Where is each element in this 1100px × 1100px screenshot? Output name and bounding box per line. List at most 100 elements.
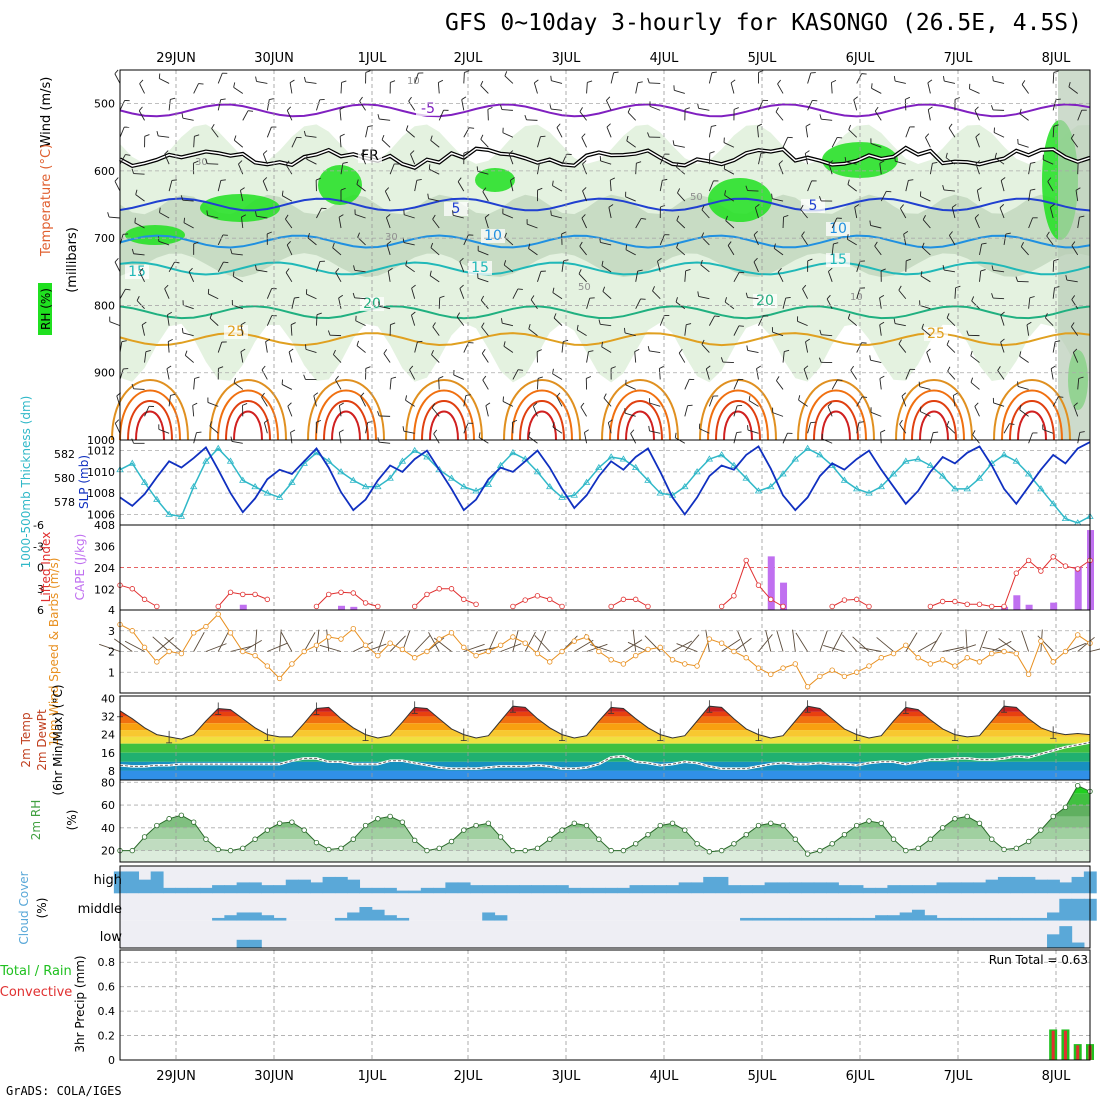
cloud-row-label: middle [78, 902, 122, 917]
cloud-bar [899, 885, 913, 894]
cloud-bar [764, 917, 778, 921]
cloud-bar [629, 885, 643, 894]
wind-barb-flag [335, 268, 340, 273]
thickness-marker [779, 470, 787, 477]
wind-barb-flag [261, 365, 266, 371]
cloud-bar [1022, 876, 1036, 894]
wind-barb-flag [1068, 81, 1071, 88]
wind-barb-flag [313, 392, 319, 397]
wind-barb [408, 100, 416, 111]
rh-axis-label: RH (%) [39, 288, 53, 330]
cape-tick-label: 306 [94, 540, 115, 553]
wind-barb-10m [217, 631, 229, 652]
wind-barb [777, 271, 784, 283]
wind-barb [879, 163, 882, 175]
wind-barb-flag [561, 231, 567, 235]
wind-barb [993, 132, 1005, 138]
wind-barb-flag [338, 294, 344, 299]
wind-barb [114, 73, 121, 84]
cloud-bar [1071, 876, 1085, 894]
wind-barb [335, 272, 342, 283]
wind-barb [430, 247, 440, 256]
isotherm-label-bg [826, 253, 850, 267]
wind-barb-flag [194, 134, 200, 137]
wind-barb-flag [608, 204, 614, 208]
wind-barb-flag [360, 392, 365, 397]
wind-barb-flag [114, 69, 119, 75]
wind-barb [1046, 235, 1054, 246]
wind-barb-flag [586, 376, 592, 379]
wind-barb [340, 82, 343, 94]
slp-tick-label: 1010 [87, 466, 115, 479]
isotherm-loop [135, 410, 165, 441]
thickness-marker [546, 482, 554, 490]
rh2m-marker [461, 827, 467, 833]
wind-barb [874, 245, 882, 256]
wind-barb [533, 82, 538, 94]
wind-barb [974, 406, 980, 417]
wind-barb-flag [510, 177, 515, 181]
wind-barb-flag [131, 248, 135, 254]
wind-barb [193, 378, 196, 390]
wind-barb [580, 406, 587, 417]
wind-barb-flag [676, 215, 680, 221]
cloud-bar [826, 882, 839, 894]
wind-barb-flag [192, 402, 198, 406]
wind-barb-flag [652, 286, 655, 292]
wind-speed-marker [129, 628, 135, 634]
wind-barb-flag [771, 193, 773, 199]
wind-barb-10m [672, 640, 693, 652]
wind-barb [1019, 355, 1029, 363]
wind-barb-flag [265, 338, 271, 343]
lifted-index-marker [608, 603, 614, 610]
cloud-bar [469, 885, 483, 894]
thickness-marker [1012, 457, 1021, 464]
rh-contour-label: 10 [850, 292, 863, 303]
precip-frame [119, 949, 1091, 1061]
wind-barb-flag [853, 96, 859, 101]
pressure-tick-label: 800 [94, 299, 115, 312]
wind-barb-flag [647, 132, 650, 138]
wind-barb [831, 137, 838, 148]
wind-barb-10m [113, 638, 133, 652]
rh2m-marker [952, 816, 958, 822]
wind-barb [233, 275, 244, 283]
wind-barb-flag [332, 242, 335, 248]
wind-barb-flag [974, 106, 979, 111]
cloud-bar [298, 879, 311, 894]
rh2m-marker [596, 836, 602, 842]
cloud-bar [310, 882, 324, 894]
wind-barb-flag [724, 297, 727, 303]
wind-barb [502, 132, 514, 138]
wind-barb-flag [879, 160, 885, 164]
wind-barb [1071, 326, 1079, 336]
wind-barb-flag [869, 355, 871, 361]
cloud-bar [371, 909, 385, 921]
wind-barb-flag [598, 319, 601, 325]
wind-axis-label: Wind (m/s) [39, 77, 54, 148]
wind-barb-flag [847, 179, 850, 185]
wind-barb [778, 163, 784, 175]
wind-barb-10m [389, 635, 406, 652]
wind-barb [776, 380, 784, 390]
wind-barb-flag [183, 217, 186, 223]
wind-barb-flag [552, 368, 554, 374]
wind-speed-marker [976, 659, 983, 665]
wind-barb [1000, 315, 1005, 326]
wind-barb-flag [338, 214, 344, 218]
wind-barb [756, 368, 759, 380]
wind-barb [904, 99, 907, 111]
date-label-top: 30JUN [254, 51, 294, 66]
wind-barb-flag [1073, 348, 1078, 353]
wind-barb-flag [1009, 423, 1015, 425]
wind-barb-flag [533, 402, 538, 407]
wind-barb-flag [847, 313, 851, 319]
wind-barb [1071, 299, 1079, 309]
wind-barb [266, 288, 273, 299]
lifted-index-marker [645, 603, 651, 610]
wind-barb [509, 180, 514, 192]
wind-barb [733, 325, 740, 336]
wind-barb [926, 352, 931, 363]
wind-barb-flag [922, 215, 926, 220]
wind-barb-flag [971, 296, 975, 302]
